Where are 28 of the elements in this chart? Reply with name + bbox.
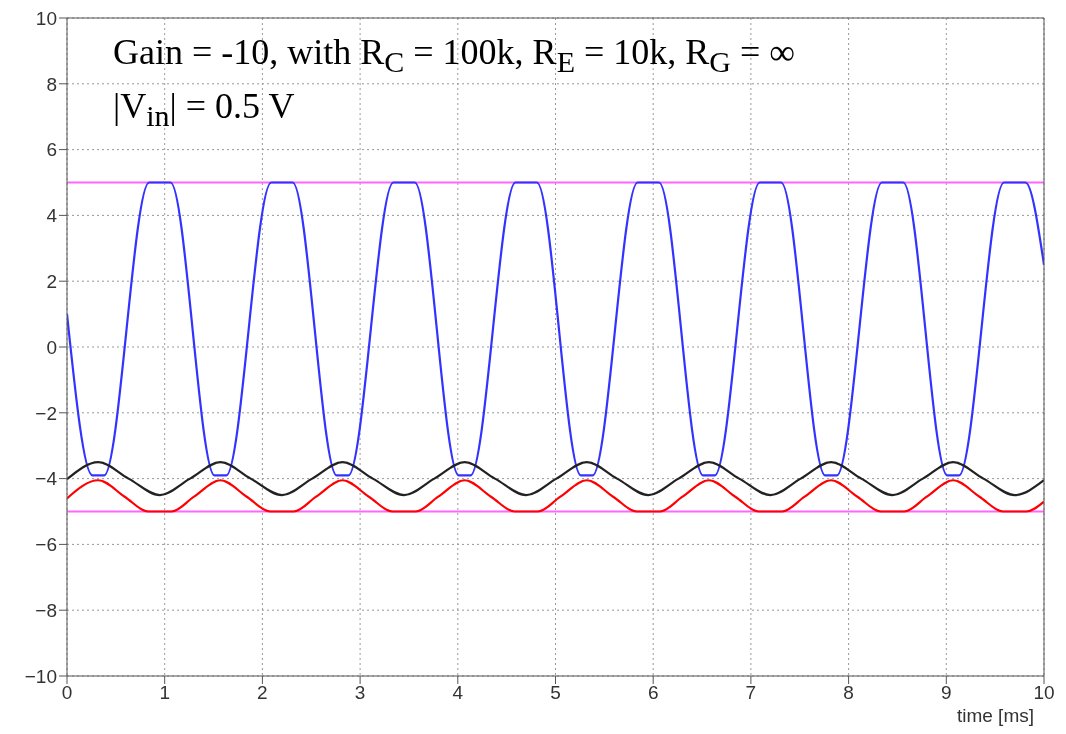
x-tick-label: 1 xyxy=(159,682,170,704)
x-tick-label: 9 xyxy=(941,682,952,704)
y-tick-label: 10 xyxy=(35,7,57,29)
annotation: |V$_{in}$| = 0.5 V xyxy=(113,85,296,135)
annotation: Gain = -10, with R$_{C}$ = 100k, R$_{E}$ = 10k, R$_{G}$ = ∞ xyxy=(113,31,795,81)
y-tick-label: −4 xyxy=(35,468,58,490)
y-tick-label: 8 xyxy=(46,73,57,95)
x-tick-label: 5 xyxy=(550,682,561,704)
y-tick-label: 4 xyxy=(46,205,58,227)
x-tick-label: 8 xyxy=(843,682,854,704)
x-tick-label: 6 xyxy=(647,682,659,704)
x-tick-label: 3 xyxy=(354,682,366,704)
x-tick-label: 2 xyxy=(257,682,268,704)
line-series xyxy=(67,181,1044,477)
x-tick-label: 4 xyxy=(452,682,464,704)
y-tick-label: −2 xyxy=(35,402,57,424)
x-tick-label: 0 xyxy=(61,682,73,704)
y-tick-label: 2 xyxy=(46,270,57,292)
y-tick-label: −8 xyxy=(35,599,57,621)
y-tick-label: 6 xyxy=(46,139,57,161)
line-series xyxy=(67,461,1044,497)
y-tick-label: 0 xyxy=(46,336,57,358)
x-tick-label: 7 xyxy=(745,682,757,704)
y-tick-label: −10 xyxy=(24,665,57,687)
y-tick-label: −6 xyxy=(35,534,57,556)
x-axis-title: time [ms] xyxy=(956,705,1034,726)
line-series xyxy=(67,479,1044,513)
x-tick-label: 10 xyxy=(1033,682,1055,704)
